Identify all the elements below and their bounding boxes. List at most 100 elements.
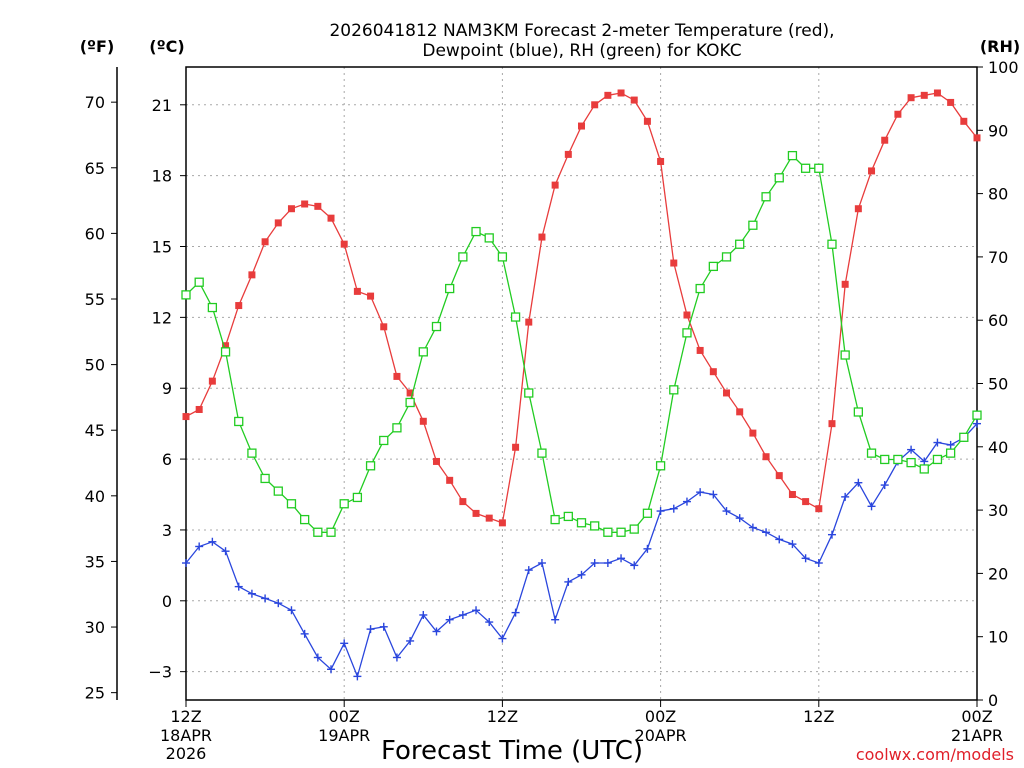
2-meter-temperature-point [881,136,889,144]
dewpoint-point [472,606,481,615]
celsius-unit-label: (ºC) [149,37,184,56]
rh-point [906,457,916,468]
2-meter-temperature-point [670,259,678,267]
rh-point [787,150,798,161]
2-meter-temperature-point [591,101,599,109]
rh-point [484,233,494,243]
rh-point [471,226,481,237]
rh-point [840,350,850,360]
dewpoint-point [511,608,520,617]
rh-point [286,499,297,509]
dewpoint-point [920,457,929,466]
2-meter-temperature-point [604,91,612,99]
x-tick-label-time: 00Z [329,707,360,726]
dewpoint-point [485,618,494,627]
2-meter-temperature-point [222,342,230,350]
series-layer [181,89,982,681]
2-meter-temperature-point [578,122,585,130]
dewpoint-point [366,625,375,634]
rh-tick-label: 100 [988,58,1019,77]
rh-tick-label: 90 [988,121,1008,140]
celsius-tick-label: 9 [162,379,172,398]
2-meter-temperature-point [314,202,322,210]
fahrenheit-tick-label: 60 [85,224,105,243]
rh-point [774,173,784,183]
dewpoint-point [340,639,349,648]
2-meter-temperature-point [525,318,533,326]
rh-point [207,302,218,313]
celsius-tick-label: 12 [152,308,172,327]
2-meter-temperature-point [617,89,625,97]
2-meter-temperature-point [367,292,375,300]
dewpoint-point [617,554,626,563]
dewpoint-point [827,530,836,539]
rh-point [273,486,283,496]
2-meter-temperature-point [683,311,691,319]
rh-tick-label: 20 [988,564,1008,583]
2-meter-temperature-point [485,514,493,522]
dewpoint-point [234,582,243,591]
2-meter-temperature-point [815,505,823,513]
rh-point [735,239,745,249]
dewpoint-point [195,542,204,551]
dewpoint-point [287,606,296,615]
rh-point [866,448,877,458]
rh-point [669,385,679,395]
rh-point [524,388,534,398]
dewpoint-point [946,440,955,449]
2-meter-temperature-point [802,498,810,506]
rh-tick-label: 40 [988,438,1008,457]
2-meter-temperature-point [353,287,361,295]
dewpoint-point [445,615,454,624]
2-meter-temperature-point [208,377,216,385]
dewpoint-point [762,528,771,537]
dewpoint-point [419,610,428,619]
fahrenheit-tick-label: 70 [85,93,105,112]
rh-point [352,492,363,503]
x-tick-label-date: 19APR [318,726,370,745]
dewpoint-point [537,559,546,568]
rh-tick-label: 80 [988,185,1008,204]
rh-tick-label: 50 [988,375,1008,394]
2-meter-temperature-point [432,457,440,465]
dewpoint-point [854,478,863,487]
dewpoint-point [973,419,981,428]
dewpoint-point [630,561,639,570]
rh-point [695,283,705,294]
2-meter-temperature-point [446,476,454,484]
2-meter-temperature-point [472,509,480,517]
2-meter-temperature-point [657,157,665,165]
2-meter-temperature-point [380,323,388,331]
rh-point [537,448,547,458]
2-meter-temperature-point [696,346,704,354]
dewpoint-point [880,481,889,490]
rh-point [234,416,244,427]
fahrenheit-tick-label: 30 [85,618,105,637]
2-meter-temperature-point [960,117,968,125]
2-meter-temperature-point [920,91,928,99]
celsius-tick-label: 0 [162,592,172,611]
rh-point [629,524,639,534]
dewpoint-point [406,636,415,645]
2-meter-temperature-point [235,302,243,310]
rh-point [299,514,310,525]
dewpoint-point [933,438,942,447]
2-meter-temperature-point [723,389,731,397]
2-meter-temperature-point [287,205,295,213]
rh-point [853,407,863,417]
dewpoint-point [498,634,507,643]
dewpoint-point [432,627,441,636]
rh-point [458,252,468,262]
celsius-tick-label: −3 [148,663,172,682]
dewpoint-point [590,559,599,568]
rh-point [418,347,428,357]
rh-tick-label: 0 [988,691,998,710]
rh-point [827,239,837,249]
rh-point [247,448,257,458]
dewpoint-point [669,504,678,513]
dewpoint-point [274,599,283,608]
dewpoint-point [709,490,718,499]
rh-point [510,312,521,322]
dewpoint-point [551,615,560,624]
